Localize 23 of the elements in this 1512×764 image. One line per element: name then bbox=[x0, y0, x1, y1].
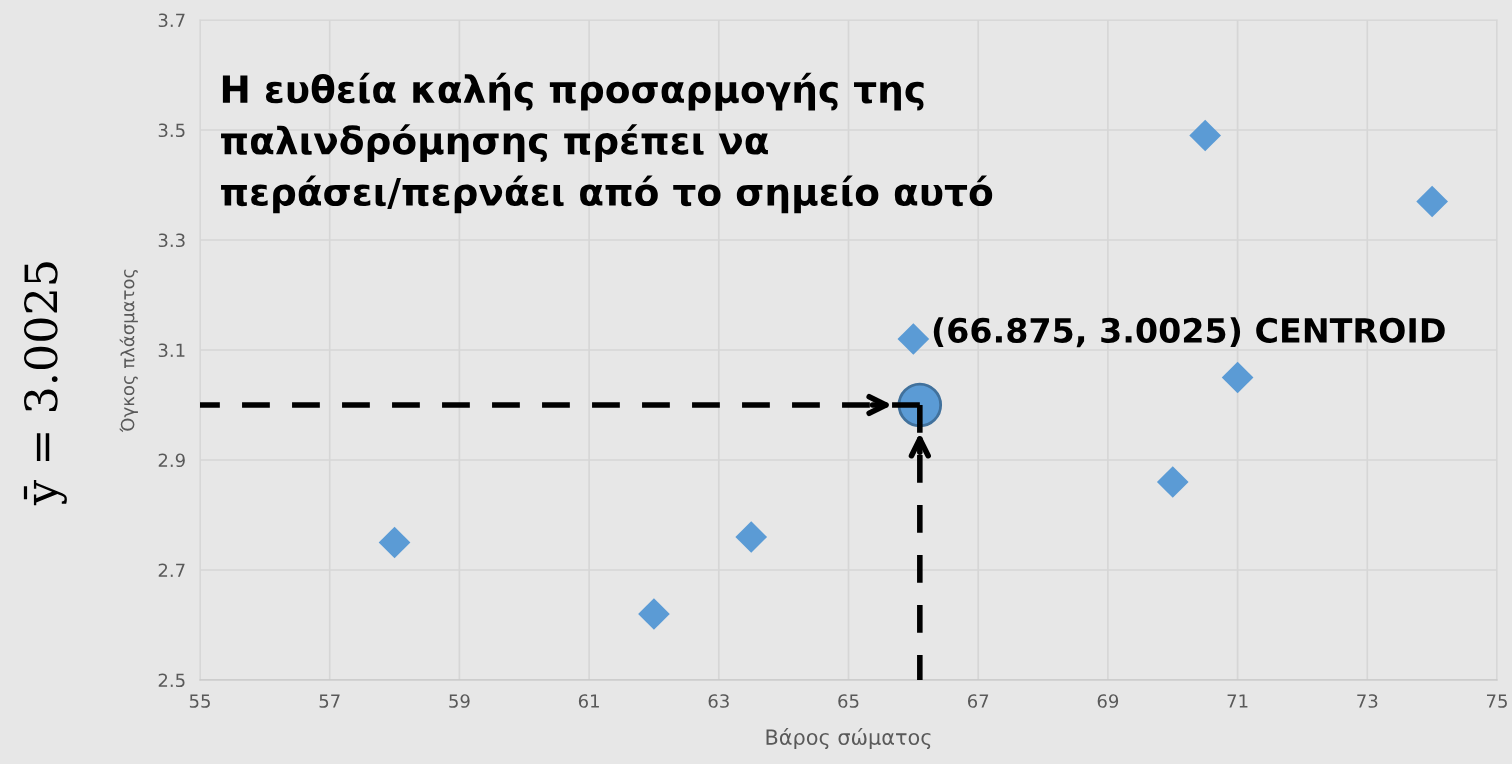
x-axis-title: Βάρος σώματος bbox=[766, 728, 931, 750]
x-tick-label: 75 bbox=[1486, 694, 1507, 708]
annotation: (66.875, 3.0025) CENTROID bbox=[933, 317, 1445, 348]
x-tick-label: 63 bbox=[708, 694, 729, 708]
x-tick-label: 55 bbox=[189, 694, 210, 708]
x-tick-label: 73 bbox=[1357, 694, 1378, 708]
x-tick-label: 57 bbox=[319, 694, 340, 708]
y-tick-label: 3.5 bbox=[158, 123, 185, 138]
text: ȳ = 3.0025 bbox=[23, 262, 67, 506]
annotation: Η ευθεία καλής προσαρμογής της παλινδρόμησης πρέπει να περάσει/περνάει από το σημείο αυτό bbox=[221, 72, 993, 214]
y-tick-label: 3.7 bbox=[158, 13, 185, 28]
x-tick-label: 65 bbox=[838, 694, 859, 708]
y-axis-title: Όγκος πλάσματος bbox=[119, 269, 138, 433]
x-tick-label: 69 bbox=[1097, 694, 1119, 708]
x-tick-label: 59 bbox=[449, 694, 470, 708]
x-tick-label: 67 bbox=[967, 694, 989, 708]
y-tick-label: 2.5 bbox=[158, 673, 185, 688]
y-tick-label: 3.1 bbox=[158, 343, 185, 358]
x-tick-label: 71 bbox=[1227, 694, 1248, 708]
y-tick-label: 2.9 bbox=[158, 453, 185, 468]
y-tick-label: 2.7 bbox=[158, 563, 185, 577]
y-tick-label: 3.3 bbox=[158, 233, 185, 248]
x-tick-label: 61 bbox=[578, 694, 599, 708]
